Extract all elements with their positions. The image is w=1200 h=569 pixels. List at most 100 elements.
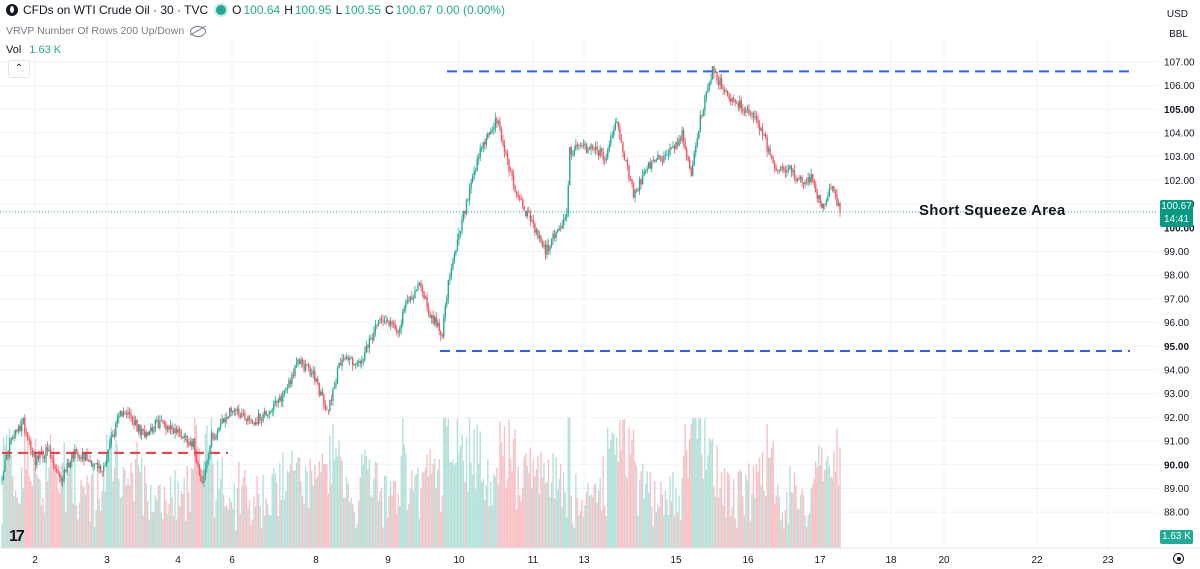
candle-body	[301, 359, 304, 365]
volume-bar	[250, 524, 252, 548]
candle-body	[412, 298, 415, 300]
volume-bar	[227, 509, 229, 548]
volume-bar	[160, 512, 163, 548]
volume-bar	[16, 497, 18, 548]
candle-body	[297, 359, 299, 363]
volume-bar	[355, 528, 357, 548]
volume-bar	[184, 521, 187, 548]
symbol-legend[interactable]: CFDs on WTI Crude Oil · 30 · TVC O 100.64…	[6, 3, 509, 17]
volume-bar	[752, 466, 755, 548]
candle-body	[248, 416, 251, 420]
candle-body	[385, 320, 387, 322]
volume-bar	[163, 486, 166, 548]
hidden-eye-icon[interactable]	[190, 25, 207, 37]
candle-body	[368, 339, 371, 348]
candle-body	[739, 100, 741, 108]
candle-body	[811, 174, 814, 180]
volume-bar	[816, 467, 818, 548]
symbol-title[interactable]: CFDs on WTI Crude Oil · 30 · TVC	[23, 3, 209, 17]
candle-body	[675, 141, 677, 149]
unit-label[interactable]: BBL	[1169, 29, 1188, 40]
candle-body	[62, 478, 64, 482]
candle-body	[157, 419, 160, 429]
oil-drop-icon	[6, 4, 18, 16]
volume-bar	[676, 512, 679, 548]
candle-body	[710, 79, 712, 84]
volume-bar	[406, 509, 409, 548]
candle-body	[440, 330, 442, 336]
volume-bar	[485, 485, 487, 548]
candle-body	[268, 412, 270, 415]
volume-bar	[635, 466, 638, 548]
volume-bar	[219, 479, 222, 548]
volume-bar	[470, 463, 472, 548]
volume-bar	[611, 432, 613, 548]
volume-bar	[321, 453, 324, 548]
volume-bar	[719, 488, 721, 548]
volume-bar	[276, 482, 278, 548]
volume-bar	[339, 456, 342, 548]
volume-bar	[414, 475, 416, 548]
candle-body	[317, 378, 319, 384]
candle-body	[640, 179, 642, 185]
indicator-title[interactable]: VRVP Number Of Rows 200 Up/Down	[6, 25, 185, 37]
currency-label[interactable]: USD	[1166, 9, 1188, 20]
candle-body	[789, 165, 791, 170]
candle-body	[722, 88, 724, 90]
candle-body	[578, 144, 580, 146]
candle-body	[189, 441, 191, 445]
candle-body	[436, 322, 439, 326]
volume-bar	[157, 485, 160, 548]
candle-body	[156, 419, 158, 421]
volume-bar	[405, 453, 407, 548]
candle-body	[456, 239, 459, 251]
volume-bar	[391, 495, 393, 548]
ohlc-label: O	[232, 3, 242, 17]
candle-body	[396, 329, 398, 333]
candle-body	[729, 99, 732, 102]
indicator-legend[interactable]: VRVP Number Of Rows 200 Up/Down	[6, 25, 207, 37]
candle-body	[488, 133, 491, 135]
chart-annotation[interactable]: Short Squeeze Area	[919, 202, 1066, 219]
volume-bar	[254, 506, 257, 548]
candle-body	[619, 127, 621, 140]
volume-bar	[616, 437, 618, 548]
candle-body	[808, 177, 811, 183]
volume-bar	[344, 497, 346, 548]
candle-body	[447, 279, 450, 298]
price-tick-label: 105.00	[1164, 105, 1195, 116]
candle-body	[535, 229, 538, 233]
volume-bar	[628, 427, 630, 548]
candle-body	[125, 413, 128, 415]
candle-body	[212, 433, 214, 438]
volume-bar	[515, 509, 518, 548]
candle-body	[213, 437, 216, 440]
settings-icon[interactable]	[1173, 553, 1184, 564]
candle-body	[743, 110, 746, 113]
collapse-legend-button[interactable]: ⌃	[8, 60, 30, 78]
volume-bar	[165, 499, 167, 548]
price-tick-label: 97.00	[1164, 294, 1189, 305]
tradingview-logo-icon[interactable]: 17	[9, 528, 25, 545]
volume-bar	[764, 495, 767, 548]
candle-body	[307, 364, 310, 368]
volume-bar	[399, 506, 401, 548]
candle-body	[476, 159, 478, 171]
candle-body	[175, 428, 178, 433]
candle-body	[494, 118, 497, 129]
candle-body	[113, 434, 116, 437]
time-tick-label: 23	[1102, 555, 1114, 566]
volume-bar	[273, 468, 275, 548]
volume-bar	[802, 495, 805, 548]
volume-legend[interactable]: Vol 1.63 K	[6, 44, 65, 56]
volume-bar	[171, 497, 173, 548]
volume-bar	[600, 510, 603, 548]
price-tick-label: 104.00	[1164, 128, 1195, 139]
candle-body	[320, 391, 322, 396]
candle-body	[790, 165, 793, 172]
candle-body	[525, 210, 527, 217]
volume-bar	[201, 469, 204, 548]
candle-body	[717, 80, 720, 86]
volume-bar	[607, 427, 609, 548]
